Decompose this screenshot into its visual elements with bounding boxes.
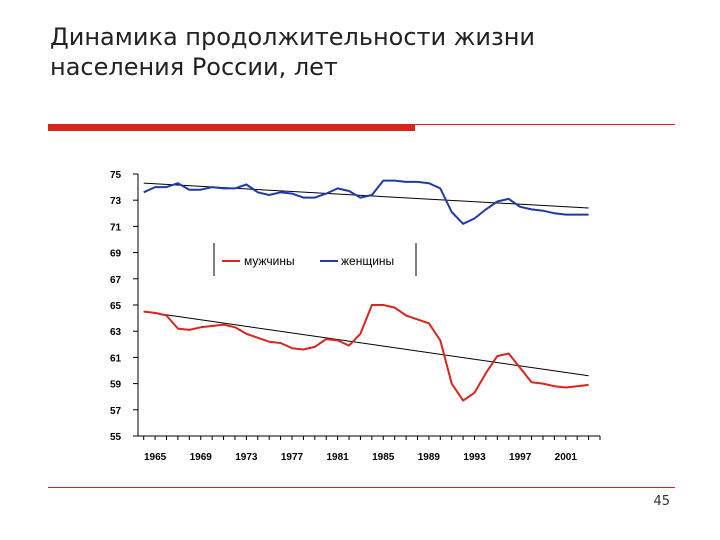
x-tick-label: 1993	[463, 452, 486, 463]
y-tick-label: 57	[110, 406, 122, 417]
trendline-men	[143, 311, 589, 377]
chart-axes: 55 57 59 61 63 65 67 69 71 73 75 1965 1969 1973 1977 19…	[110, 170, 601, 463]
y-tick-label: 55	[110, 432, 122, 443]
x-tick-label: 1997	[509, 452, 532, 463]
x-tick-label: 1965	[144, 452, 167, 463]
y-tick-label: 61	[110, 353, 122, 364]
y-tick-label: 75	[110, 170, 122, 181]
bottom-divider-line	[48, 487, 675, 488]
x-tick-label: 1973	[235, 452, 258, 463]
legend-label-women: женщины	[341, 254, 394, 268]
legend-label-men: мужчины	[244, 254, 295, 268]
y-tick-label: 63	[110, 327, 122, 338]
x-tick-label: 1981	[327, 452, 350, 463]
y-tick-label: 65	[110, 301, 122, 312]
y-tick-label: 59	[110, 380, 122, 391]
y-tick-label: 73	[110, 196, 122, 207]
y-tick-label: 67	[110, 275, 122, 286]
chart-series	[143, 179, 589, 402]
slide-title: Динамика продолжительности жизни населен…	[50, 22, 610, 82]
x-tick-label: 2001	[555, 452, 578, 463]
series-line-women	[143, 179, 589, 225]
x-tick-label: 1969	[190, 452, 213, 463]
title-accent-bar	[48, 124, 415, 131]
series-line-men	[143, 304, 589, 402]
slide-title-line-2: населения России, лет	[50, 53, 338, 81]
top-divider-line	[415, 124, 675, 125]
chart-trendlines	[143, 182, 589, 377]
chart-legend: мужчины женщины	[213, 243, 417, 276]
x-tick-label: 1989	[418, 452, 441, 463]
slide-title-line-1: Динамика продолжительности жизни	[50, 23, 536, 51]
y-tick-label: 71	[110, 222, 122, 233]
x-tick-label: 1977	[281, 452, 304, 463]
page-number: 45	[653, 494, 670, 509]
y-tick-label: 69	[110, 249, 122, 260]
x-tick-label: 1985	[372, 452, 395, 463]
